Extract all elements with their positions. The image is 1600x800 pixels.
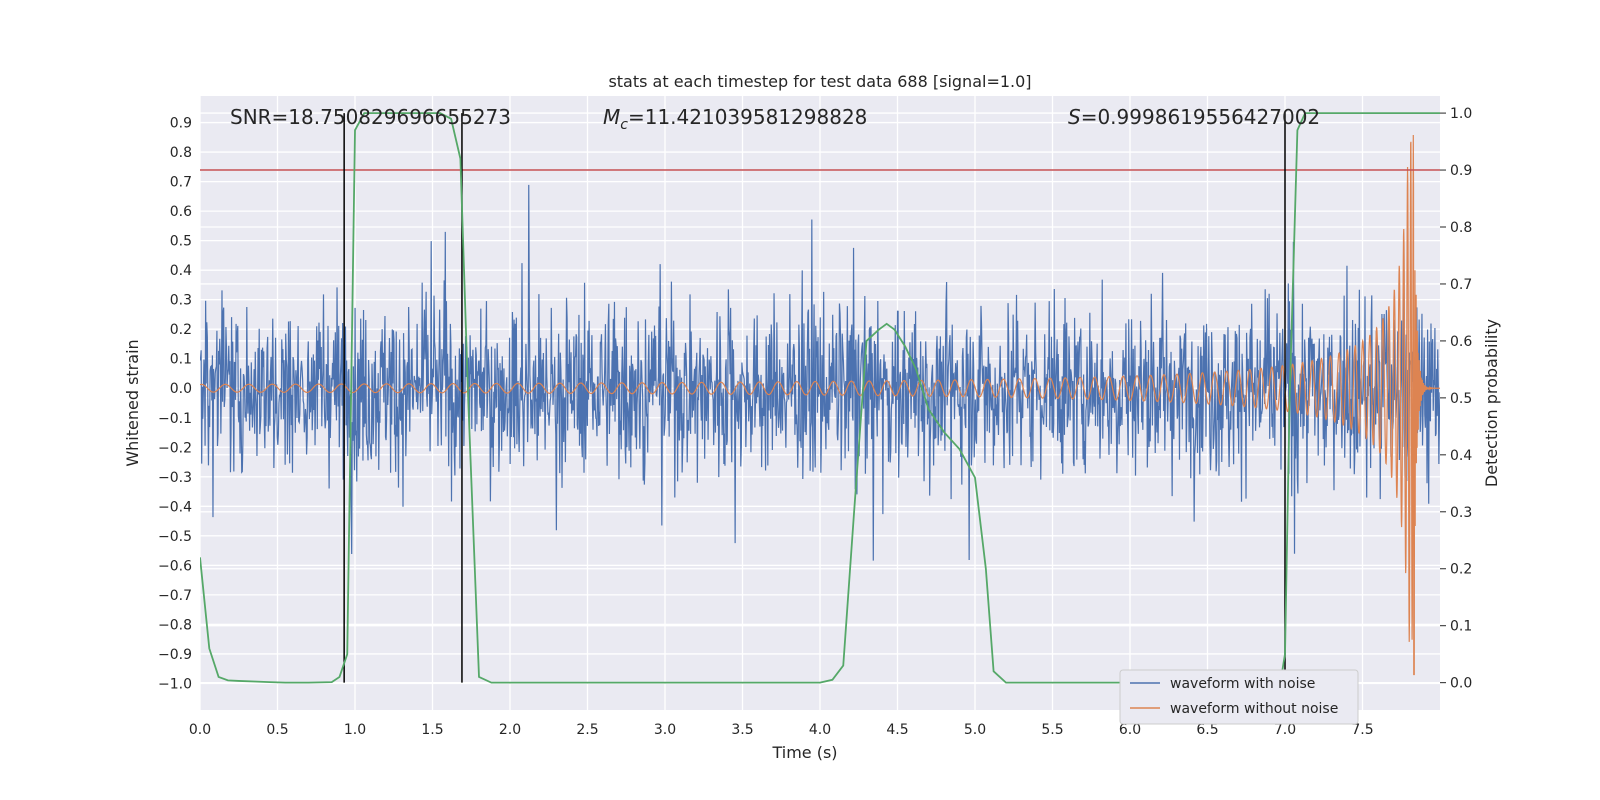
x-tick-label: 2.0 (499, 722, 521, 738)
y-tick-label: −0.9 (158, 647, 192, 663)
y2-tick-label: 0.4 (1450, 448, 1472, 464)
y-tick-label: −1.0 (158, 676, 192, 692)
y-tick-label: −0.5 (158, 529, 192, 545)
x-tick-label: 6.0 (1119, 722, 1141, 738)
legend: waveform with noise waveform without noi… (1119, 669, 1359, 725)
chart-title: stats at each timestep for test data 688… (608, 72, 1031, 91)
y-tick-label: −0.2 (158, 440, 192, 456)
y-tick-label: 0.6 (170, 204, 192, 220)
y-tick-label: 0.5 (170, 234, 192, 250)
x-tick-label: 1.5 (421, 722, 443, 738)
x-tick-label: 1.0 (344, 722, 366, 738)
chirp-mass-symbol: M (603, 105, 620, 129)
y2-tick-label: 0.9 (1450, 163, 1472, 179)
y2-axis-label: Detection probability (1482, 319, 1501, 487)
chirp-mass-value: =11.421039581298828 (628, 105, 867, 129)
x-tick-label: 4.0 (809, 722, 831, 738)
s-symbol: S (1068, 105, 1081, 129)
s-value: =0.9998619556427002 (1081, 105, 1320, 129)
y-tick-label: 0.8 (170, 145, 192, 161)
x-tick-label: 7.0 (1274, 722, 1296, 738)
x-tick-label: 5.0 (964, 722, 986, 738)
y2-tick-label: 0.6 (1450, 334, 1472, 350)
series-waveform-without-noise (200, 134, 1440, 676)
y-tick-label: −0.8 (158, 617, 192, 633)
legend-label-clean: waveform without noise (1170, 701, 1338, 717)
y-tick-label: 0.3 (170, 293, 192, 309)
x-tick-label: 5.5 (1041, 722, 1063, 738)
x-tick-label: 0.5 (266, 722, 288, 738)
series-waveform-with-noise (200, 184, 1440, 561)
y2-tick-label: 0.8 (1450, 220, 1472, 236)
y2-tick-label: 0.7 (1450, 277, 1472, 293)
snr-annotation: SNR=18.750829696655273 (230, 105, 511, 129)
x-tick-label: 2.5 (576, 722, 598, 738)
y-tick-label: 0.2 (170, 322, 192, 338)
x-tick-label: 3.5 (731, 722, 753, 738)
chirp-mass-annotation: Mc=11.421039581298828 (603, 105, 867, 133)
y-tick-label: 0.0 (170, 381, 192, 397)
x-tick-label: 3.0 (654, 722, 676, 738)
y-tick-label: −0.7 (158, 588, 192, 604)
x-tick-label: 6.5 (1196, 722, 1218, 738)
x-tick-label: 7.5 (1351, 722, 1373, 738)
y-tick-label: 0.4 (170, 263, 192, 279)
y2-tick-label: 1.0 (1450, 106, 1472, 122)
legend-label-noise: waveform with noise (1170, 676, 1315, 692)
x-tick-label: 4.5 (886, 722, 908, 738)
y2-tick-label: 0.3 (1450, 505, 1472, 521)
y2-tick-label: 0.2 (1450, 562, 1472, 578)
y-tick-label: −0.6 (158, 558, 192, 574)
y-tick-label: 0.1 (170, 352, 192, 368)
y-tick-label: −0.1 (158, 411, 192, 427)
legend-box (1119, 669, 1359, 725)
y-tick-label: 0.9 (170, 116, 192, 132)
y2-tick-label: 0.0 (1450, 676, 1472, 692)
y-tick-label: 0.7 (170, 175, 192, 191)
chirp-mass-subscript: c (620, 117, 628, 133)
y2-tick-label: 0.5 (1450, 391, 1472, 407)
y2-tick-label: 0.1 (1450, 619, 1472, 635)
s-annotation: S=0.9998619556427002 (1068, 105, 1320, 129)
y-tick-label: −0.4 (158, 499, 192, 515)
y-tick-label: −0.3 (158, 470, 192, 486)
tick-labels: 0.0 0.5 1.0 1.5 2.0 2.5 3.0 3.5 4.0 4.5 5.0 5.5 6.0 6… (158, 106, 1472, 738)
y-axis-label: Whitened strain (123, 339, 142, 466)
x-tick-label: 0.0 (189, 722, 211, 738)
x-axis-label: Time (s) (771, 743, 837, 762)
